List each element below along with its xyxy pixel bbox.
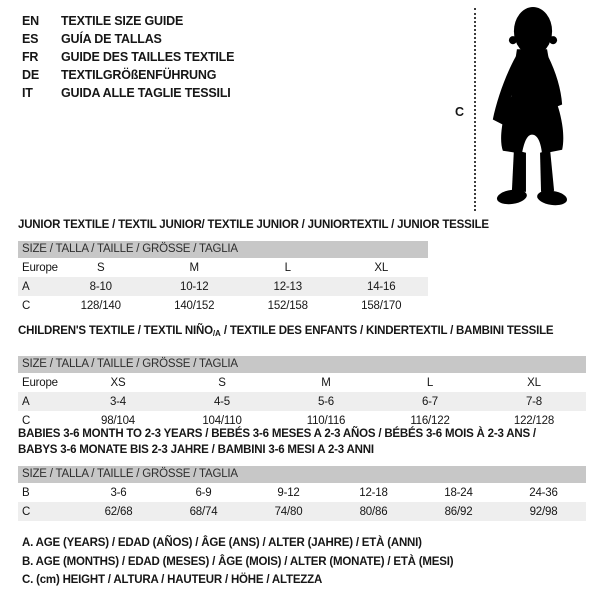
table-cell: 92/98 (529, 505, 558, 518)
table-cell: XL (374, 261, 389, 274)
table-cell: 116/122 (410, 414, 450, 427)
table-cell: 140/152 (174, 299, 215, 312)
size-header-bar: SIZE / TALLA / TAILLE / GRÖSSE / TAGLIA (18, 356, 586, 373)
table-row-height: C 62/68 68/74 74/80 80/86 86/92 92/98 (18, 502, 586, 521)
table-cell: XS (110, 376, 126, 389)
babies-title-line1: BABIES 3-6 MONTH TO 2-3 YEARS / BEBÉS 3-… (18, 428, 536, 440)
language-row-de: DE TEXTILGRÖßENFÜHRUNG (22, 66, 234, 84)
babies-table-title: BABIES 3-6 MONTH TO 2-3 YEARS / BEBÉS 3-… (18, 426, 586, 458)
table-row-age-months: B 3-6 6-9 9-12 12-18 18-24 24-36 (18, 483, 586, 502)
size-header-bar: SIZE / TALLA / TAILLE / GRÖSSE / TAGLIA (18, 241, 428, 258)
height-measure-label: C (455, 105, 464, 119)
table-cell: 12-13 (273, 280, 303, 293)
legend-line-a: A. AGE (YEARS) / EDAD (AÑOS) / ÂGE (ANS)… (22, 537, 422, 549)
legend-line-b: B. AGE (MONTHS) / EDAD (MESES) / ÂGE (MO… (22, 555, 454, 568)
table-cell: 98/104 (101, 414, 135, 427)
row-label: A (22, 280, 30, 293)
row-label: Europe (22, 376, 58, 389)
table-cell: 14-16 (367, 280, 396, 293)
language-code: EN (22, 14, 39, 28)
table-cell: 62/68 (104, 505, 133, 518)
table-cell: 110/116 (306, 414, 346, 427)
table-row-europe: Europe S M L XL (18, 258, 428, 277)
table-cell: 6-9 (195, 486, 212, 499)
table-cell: XL (527, 376, 541, 389)
language-row-es: ES GUÍA DE TALLAS (22, 30, 234, 48)
table-cell: 152/158 (267, 299, 308, 312)
table-row-height: C 128/140 140/152 152/158 158/170 (18, 296, 428, 315)
table-cell: 4-5 (213, 395, 231, 408)
table-cell: M (321, 376, 331, 389)
language-code: FR (22, 50, 39, 64)
title-part: / TEXTILE DES ENFANTS / KINDERTEXTIL / B… (220, 325, 554, 337)
table-cell: 122/128 (513, 414, 555, 427)
table-cell: 10-12 (180, 280, 209, 293)
table-row-europe: Europe XS S M L XL (18, 373, 586, 392)
table-cell: M (189, 261, 200, 274)
children-table-section: CHILDREN'S TEXTILE / TEXTIL NIÑO/A / TEX… (18, 323, 586, 430)
language-row-en: EN TEXTILE SIZE GUIDE (22, 12, 234, 30)
row-label: C (22, 505, 31, 518)
table-cell: 158/170 (361, 299, 402, 312)
table-row-height: C 98/104 104/110 110/116 116/122 122/128 (18, 411, 586, 430)
language-label: TEXTILGRÖßENFÜHRUNG (61, 68, 217, 82)
table-cell: 3-4 (109, 395, 127, 408)
table-cell: L (284, 261, 291, 274)
language-label: GUÍA DE TALLAS (61, 32, 162, 46)
table-cell: 86/92 (444, 505, 473, 518)
babies-table-section: BABIES 3-6 MONTH TO 2-3 YEARS / BEBÉS 3-… (18, 426, 586, 521)
title-part: CHILDREN'S TEXTILE / TEXTIL NIÑO (18, 325, 213, 337)
junior-table-title: JUNIOR TEXTILE / TEXTIL JUNIOR/ TEXTILE … (18, 219, 489, 231)
language-code: IT (22, 86, 33, 100)
table-cell: 6-7 (421, 395, 439, 408)
table-cell: 8-10 (89, 280, 112, 293)
language-code: ES (22, 32, 39, 46)
table-row-age: A 3-4 4-5 5-6 6-7 7-8 (18, 392, 586, 411)
table-cell: 128/140 (80, 299, 121, 312)
table-cell: S (97, 261, 105, 274)
title-subscript: /A (212, 329, 221, 338)
row-label: C (22, 414, 31, 427)
row-label: B (22, 486, 30, 499)
table-cell: 18-24 (444, 486, 473, 499)
babies-title-line2: BABYS 3-6 MONATE BIS 2-3 JAHRE / BAMBINI… (18, 444, 374, 456)
language-list: EN TEXTILE SIZE GUIDE ES GUÍA DE TALLAS FR… (22, 12, 234, 102)
table-cell: 68/74 (189, 505, 218, 518)
table-cell: 7-8 (525, 395, 543, 408)
measure-legend: A. AGE (YEARS) / EDAD (AÑOS) / ÂGE (ANS)… (22, 534, 454, 590)
legend-line-c: C. (cm) HEIGHT / ALTURA / HAUTEUR / HÖHE… (22, 574, 323, 586)
table-cell: S (218, 376, 226, 389)
baby-silhouette-image (492, 7, 568, 206)
table-cell: 24-36 (529, 486, 558, 499)
language-row-it: IT GUIDA ALLE TAGLIE TESSILI (22, 84, 234, 102)
table-cell: 104/110 (202, 414, 242, 427)
language-code: DE (22, 68, 39, 82)
table-cell: 5-6 (317, 395, 335, 408)
height-dotted-line (474, 8, 476, 211)
language-label: GUIDA ALLE TAGLIE TESSILI (61, 86, 231, 100)
table-cell: L (426, 376, 434, 389)
row-label: A (22, 395, 30, 408)
row-label: Europe (22, 261, 58, 274)
children-table-title: CHILDREN'S TEXTILE / TEXTIL NIÑO/A / TEX… (18, 323, 586, 342)
table-cell: 74/80 (274, 505, 303, 518)
size-header-bar: SIZE / TALLA / TAILLE / GRÖSSE / TAGLIA (18, 466, 586, 483)
height-figure: C (440, 0, 600, 215)
language-label: GUIDE DES TAILLES TEXTILE (61, 50, 235, 64)
language-row-fr: FR GUIDE DES TAILLES TEXTILE (22, 48, 234, 66)
table-cell: 3-6 (110, 486, 127, 499)
row-label: C (22, 299, 31, 312)
table-cell: 9-12 (277, 486, 300, 499)
table-row-age: A 8-10 10-12 12-13 14-16 (18, 277, 428, 296)
language-label: TEXTILE SIZE GUIDE (61, 14, 184, 28)
table-cell: 80/86 (359, 505, 388, 518)
junior-table-section: JUNIOR TEXTILE / TEXTIL JUNIOR/ TEXTILE … (18, 217, 489, 315)
table-cell: 12-18 (359, 486, 388, 499)
